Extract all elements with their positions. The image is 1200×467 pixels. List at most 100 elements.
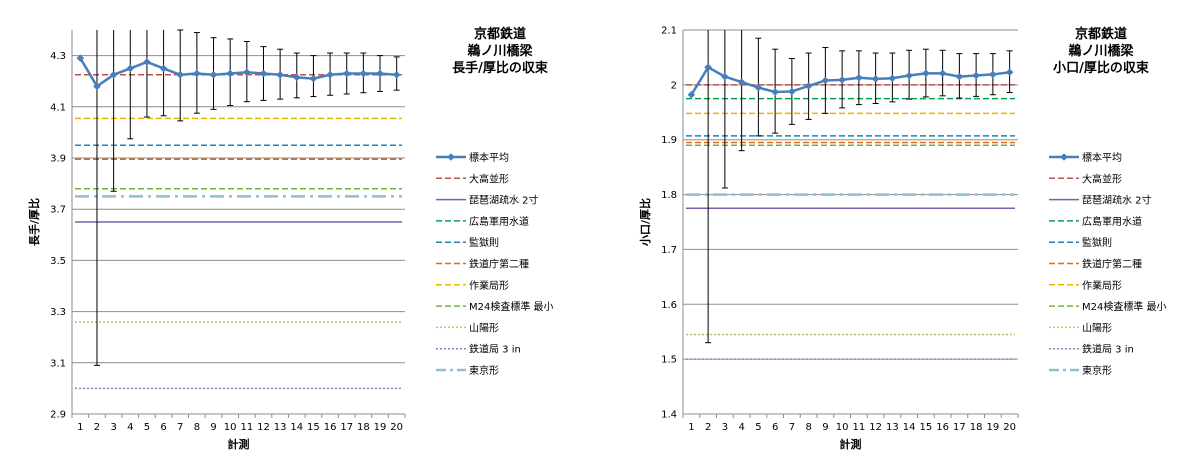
- plot-area: [75, 74, 402, 390]
- x-tick-label: 16: [936, 422, 949, 433]
- data-point: [159, 64, 168, 73]
- x-tick-label: 8: [805, 422, 811, 433]
- data-point: [804, 82, 813, 90]
- legend-label: 鉄道庁第二種: [1082, 258, 1142, 271]
- y-tick-label: 2: [671, 80, 677, 91]
- data-point: [93, 82, 101, 91]
- data-point: [938, 69, 947, 78]
- x-axis-title: 計測: [840, 437, 862, 451]
- y-tick-label: 3.9: [50, 154, 66, 165]
- x-tick-label: 12: [257, 422, 270, 433]
- legend-label: 監獄則: [1082, 236, 1112, 249]
- x-tick-label: 20: [390, 422, 403, 433]
- y-tick-label: 1.4: [661, 410, 677, 421]
- y-tick-label: 3.1: [50, 358, 66, 369]
- data-point: [788, 87, 796, 96]
- x-tick-label: 1: [77, 422, 83, 433]
- legend-label: 作業局形: [1082, 279, 1122, 292]
- data-point: [193, 69, 201, 78]
- y-tick-label: 1.6: [661, 300, 677, 311]
- x-tick-label: 11: [240, 422, 253, 433]
- legend-label: M24検査標準 最小: [469, 300, 554, 313]
- data-point: [143, 58, 151, 66]
- legend-label: 琵琶湖疏水 2寸: [1082, 194, 1152, 207]
- data-point: [1005, 68, 1014, 77]
- x-tick-label: 4: [127, 422, 133, 433]
- legend-label: 山陽形: [1082, 322, 1112, 334]
- data-point: [359, 69, 368, 78]
- y-tick-label: 3.5: [50, 256, 66, 267]
- data-point: [309, 74, 318, 83]
- data-point: [922, 69, 930, 78]
- y-tick-label: 2.9: [50, 410, 66, 421]
- data-point: [855, 73, 863, 82]
- data-point: [687, 90, 696, 99]
- legend-label: 鉄道局 3 in: [1082, 343, 1134, 356]
- x-tick-label: 14: [290, 422, 303, 433]
- y-tick-label: 1.9: [661, 135, 677, 146]
- x-tick-label: 18: [970, 422, 983, 433]
- x-tick-label: 3: [110, 422, 116, 433]
- data-point: [721, 72, 729, 81]
- x-tick-label: 17: [340, 422, 353, 433]
- legend-label: 大高並形: [469, 172, 509, 185]
- x-tick-label: 19: [987, 422, 1000, 433]
- data-point: [276, 71, 284, 79]
- plot-area: [686, 84, 1015, 360]
- y-tick-label: 1.8: [661, 190, 677, 201]
- y-tick-label: 1.7: [661, 245, 677, 256]
- data-point: [209, 71, 218, 79]
- data-point: [392, 71, 401, 79]
- x-tick-label: 4: [738, 422, 744, 433]
- x-tick-label: 20: [1003, 422, 1016, 433]
- data-point: [737, 78, 746, 86]
- data-point: [243, 68, 251, 77]
- legend-label: 鉄道局 3 in: [469, 343, 521, 356]
- x-tick-label: 19: [374, 422, 387, 433]
- data-point: [838, 76, 846, 84]
- legend-label: 琵琶湖疏水 2寸: [469, 194, 539, 207]
- x-tick-label: 1: [688, 422, 694, 433]
- y-tick-label: 4.1: [50, 102, 66, 113]
- legend-label: 山陽形: [469, 322, 499, 334]
- legend-label: 標本平均: [1082, 151, 1122, 164]
- data-point: [871, 75, 880, 83]
- x-tick-label: 10: [836, 422, 849, 433]
- legend-label: 東京形: [1082, 364, 1112, 377]
- legend-label: 監獄則: [469, 236, 499, 249]
- data-point: [176, 71, 185, 79]
- x-tick-label: 7: [177, 422, 183, 433]
- x-axis-title: 計測: [228, 437, 250, 451]
- legend-label: 大高並形: [1082, 172, 1122, 185]
- data-point: [292, 73, 301, 82]
- data-point: [972, 71, 980, 80]
- data-point: [376, 69, 384, 78]
- x-tick-label: 15: [920, 422, 933, 433]
- data-point: [109, 71, 118, 79]
- y-axis-title: 小口/厚比: [638, 198, 652, 247]
- legend-label: 広島軍用水道: [469, 215, 529, 228]
- legend-label: 東京形: [469, 364, 499, 377]
- legend-marker: [1060, 153, 1068, 161]
- chart-header-ratio: 1.41.51.61.71.81.922.11 2 3 4 5 6 7 8 9 10 11 12 13 1…: [638, 26, 1167, 452]
- x-tick-label: 8: [194, 422, 200, 433]
- x-tick-label: 7: [789, 422, 795, 433]
- legend-marker: [447, 153, 455, 161]
- data-point: [754, 83, 763, 92]
- x-tick-label: 14: [903, 422, 916, 433]
- x-tick-label: 2: [705, 422, 711, 433]
- x-tick-label: 3: [722, 422, 728, 433]
- x-tick-label: 5: [755, 422, 761, 433]
- data-point: [126, 64, 135, 73]
- x-tick-label: 9: [210, 422, 216, 433]
- chart-long-side-ratio: 2.93.13.33.53.73.94.14.31 2 3 4 5 6 7 8 9 10 11 12 1…: [27, 26, 554, 451]
- data-point: [226, 69, 234, 78]
- legend-label: 標本平均: [469, 151, 509, 164]
- x-tick-label: 10: [224, 422, 237, 433]
- x-tick-label: 17: [953, 422, 966, 433]
- y-tick-label: 4.3: [50, 51, 66, 62]
- chart-title-line: 鵜ノ川橋梁: [1067, 43, 1134, 59]
- data-point: [771, 88, 779, 96]
- data-point: [76, 54, 85, 62]
